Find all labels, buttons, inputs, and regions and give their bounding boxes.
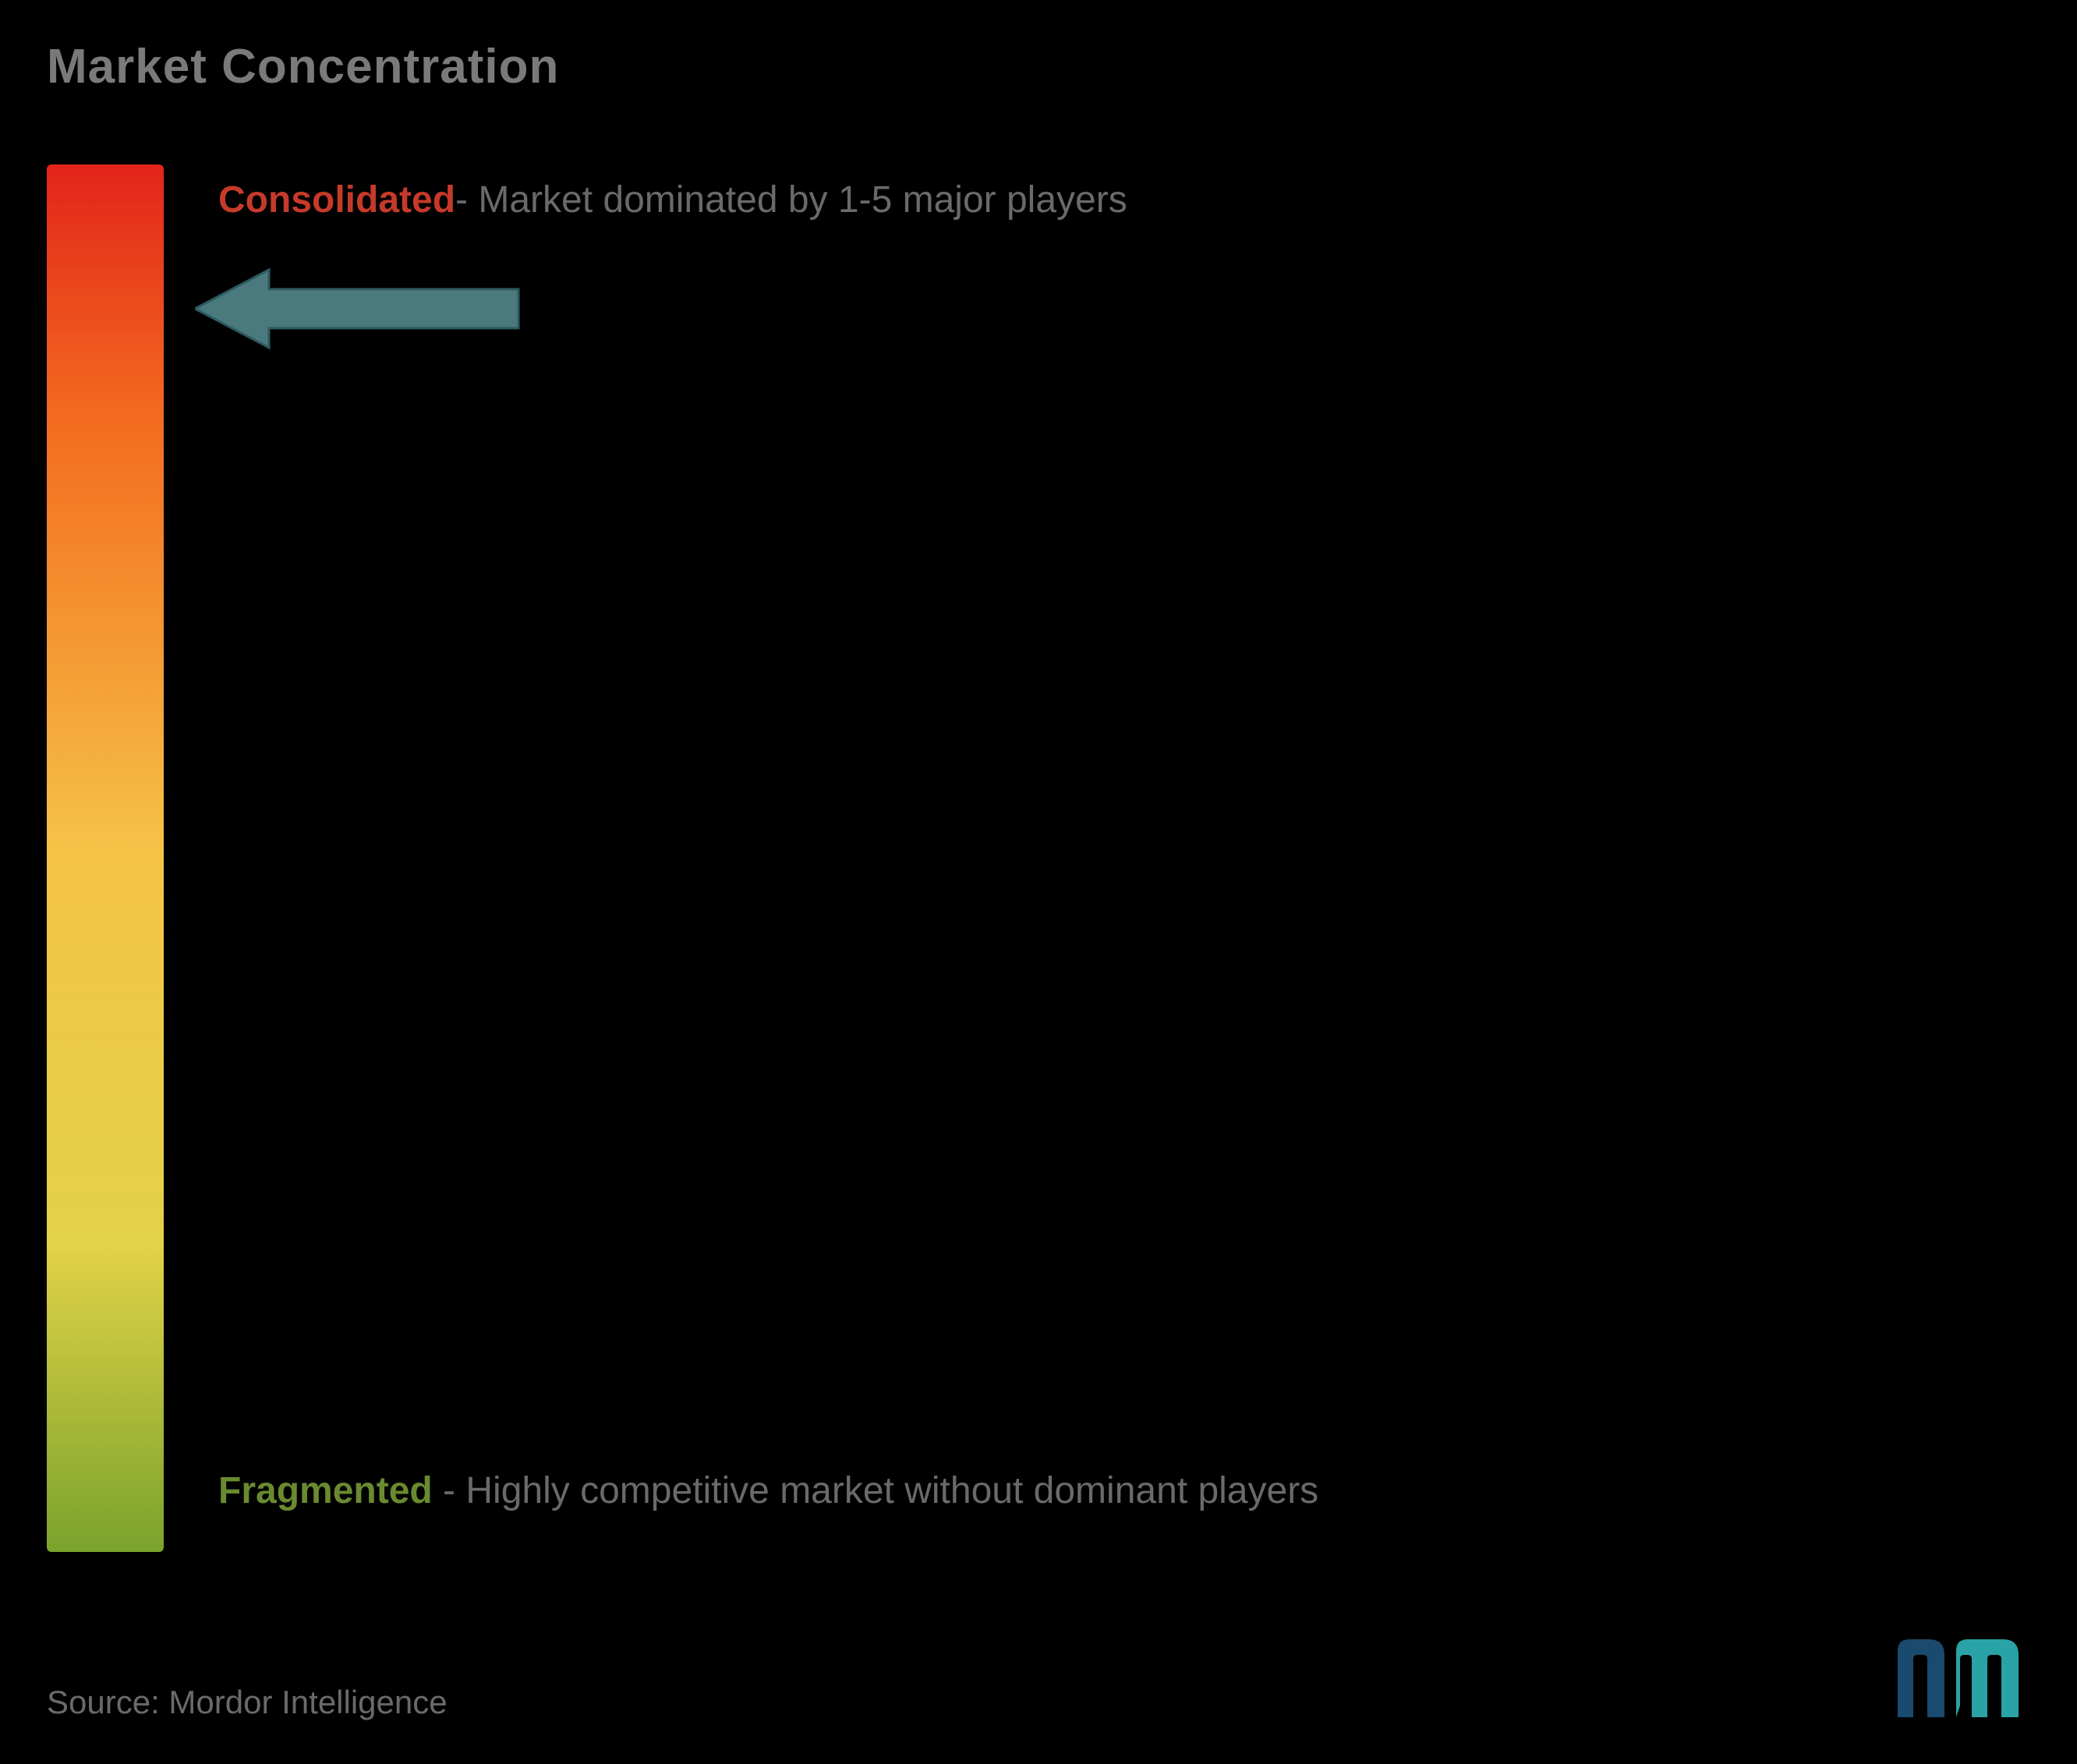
fragmented-description: - Highly competitive market without domi… xyxy=(433,1470,1318,1511)
consolidated-label: Consolidated xyxy=(218,179,455,221)
footer: Source: Mordor Intelligence xyxy=(47,1628,2030,1721)
consolidated-label-row: Consolidated- Market dominated by 1-5 ma… xyxy=(218,172,1999,228)
chart-container: Market Concentration Consolidated- Marke… xyxy=(0,0,2077,1764)
logo-icon xyxy=(1890,1628,2030,1721)
chart-title: Market Concentration xyxy=(47,39,2030,94)
arrow-left-icon xyxy=(195,266,522,352)
indicator-arrow xyxy=(195,266,522,352)
chart-area: Consolidated- Market dominated by 1-5 ma… xyxy=(47,164,2030,1552)
consolidated-description: - Market dominated by 1-5 major players xyxy=(455,179,1127,221)
concentration-gradient-bar xyxy=(47,164,164,1552)
fragmented-label: Fragmented xyxy=(218,1470,433,1511)
labels-area: Consolidated- Market dominated by 1-5 ma… xyxy=(218,164,2030,1552)
fragmented-label-row: Fragmented - Highly competitive market w… xyxy=(218,1458,1999,1525)
brand-logo xyxy=(1890,1628,2030,1721)
source-text: Source: Mordor Intelligence xyxy=(47,1684,448,1721)
